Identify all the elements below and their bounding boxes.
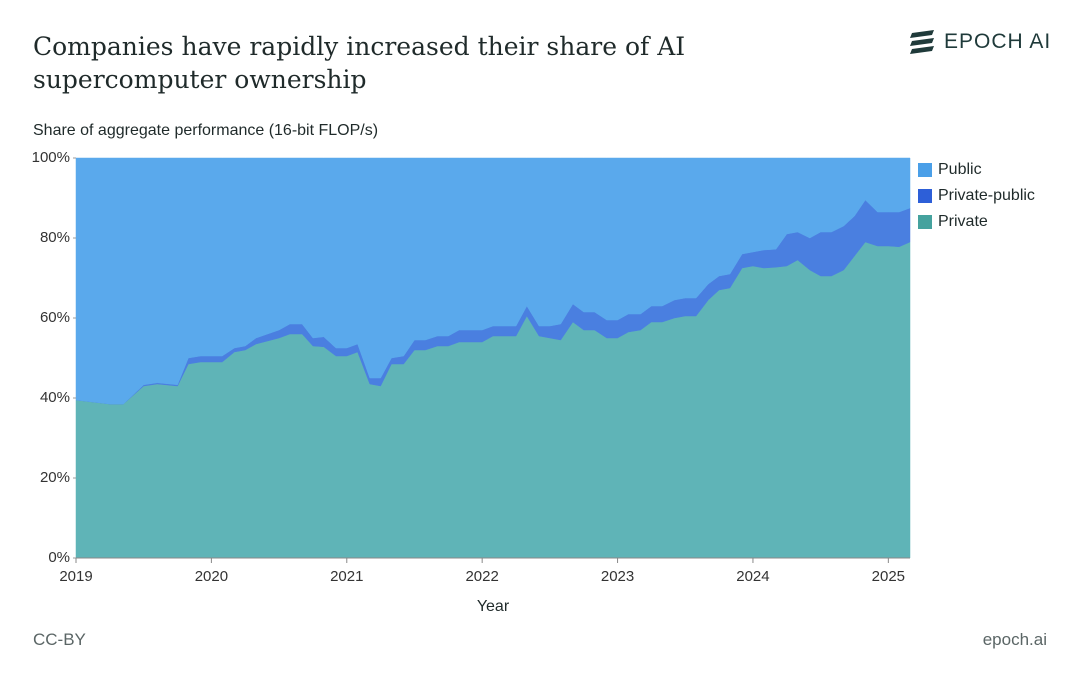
y-tick-label: 20% [40, 469, 70, 486]
source: epoch.ai [982, 630, 1047, 649]
legend-label: Private-public [938, 187, 1035, 204]
x-tick-label: 2022 [465, 568, 498, 585]
x-tick-label: 2023 [601, 568, 634, 585]
brand-logo: EPOCH AI [908, 30, 1051, 54]
y-tick-label: 0% [48, 549, 70, 566]
x-tick-label: 2025 [872, 568, 905, 585]
y-tick-label: 80% [40, 229, 70, 246]
x-tick-label: 2019 [59, 568, 92, 585]
legend-swatch [918, 189, 932, 203]
x-tick-label: 2021 [330, 568, 363, 585]
x-axis-title: Year [477, 598, 510, 615]
y-tick-label: 100% [32, 149, 70, 166]
y-tick-label: 60% [40, 309, 70, 326]
y-tick-label: 40% [40, 389, 70, 406]
legend-label: Private [938, 213, 988, 230]
y-axis-title: Share of aggregate performance (16-bit F… [33, 122, 379, 139]
brand-name: EPOCH AI [944, 30, 1052, 53]
legend-label: Public [938, 161, 982, 178]
license: CC-BY [33, 630, 86, 649]
legend-swatch [918, 163, 932, 177]
legend-swatch [918, 215, 932, 229]
logo-icon [910, 30, 934, 54]
x-tick-label: 2020 [195, 568, 228, 585]
x-tick-label: 2024 [736, 568, 769, 585]
chart-title: Companies have rapidly increased their s… [33, 32, 686, 94]
area [75, 157, 911, 405]
